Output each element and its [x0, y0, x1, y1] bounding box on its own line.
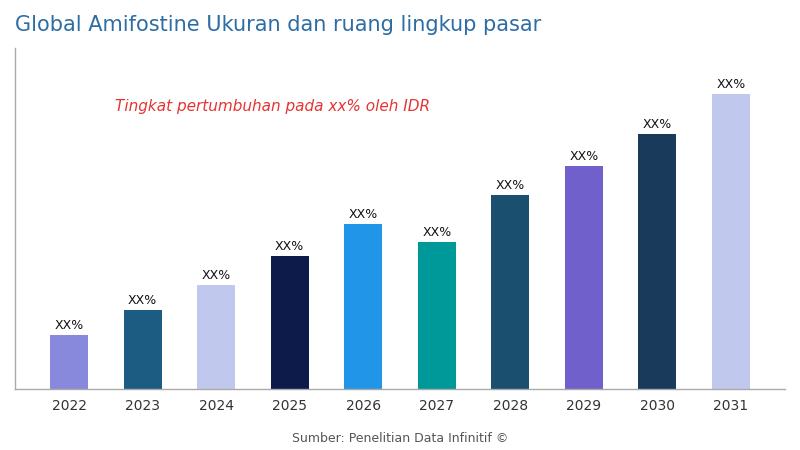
Text: Sumber: Penelitian Data Infinitif ©: Sumber: Penelitian Data Infinitif © — [292, 432, 508, 446]
Text: XX%: XX% — [642, 118, 672, 131]
Bar — [491, 195, 530, 389]
Text: XX%: XX% — [422, 226, 451, 239]
Text: Tingkat pertumbuhan pada xx% oleh IDR: Tingkat pertumbuhan pada xx% oleh IDR — [115, 99, 430, 114]
Text: XX%: XX% — [349, 208, 378, 221]
Text: XX%: XX% — [569, 150, 598, 163]
Text: XX%: XX% — [716, 78, 746, 91]
Bar — [565, 166, 603, 389]
Bar — [123, 310, 162, 389]
Bar — [270, 256, 309, 389]
Text: XX%: XX% — [54, 319, 84, 332]
Text: XX%: XX% — [496, 179, 525, 192]
Text: XX%: XX% — [202, 269, 231, 282]
Text: XX%: XX% — [275, 240, 304, 253]
Bar — [344, 224, 382, 389]
Text: Global Amifostine Ukuran dan ruang lingkup pasar: Global Amifostine Ukuran dan ruang lingk… — [15, 15, 542, 35]
Bar — [638, 134, 677, 389]
Bar — [197, 285, 235, 389]
Bar — [50, 335, 88, 389]
Bar — [712, 94, 750, 389]
Text: XX%: XX% — [128, 294, 158, 307]
Bar — [418, 242, 456, 389]
